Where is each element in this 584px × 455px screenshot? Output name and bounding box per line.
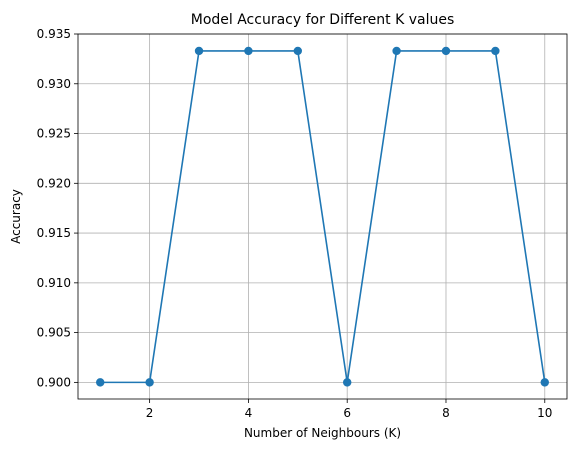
data-point <box>145 378 154 387</box>
y-axis-label: Accuracy <box>9 189 23 244</box>
chart-title: Model Accuracy for Different K values <box>191 12 455 28</box>
data-point <box>293 46 303 56</box>
x-tick-label: 4 <box>245 406 253 420</box>
data-point <box>491 46 500 56</box>
axes-frame <box>77 33 568 400</box>
y-tick-label: 0.900 <box>37 375 71 389</box>
series-line <box>100 50 546 384</box>
y-tick-label: 0.925 <box>37 127 71 141</box>
y-tick-label: 0.915 <box>37 226 71 240</box>
y-tick-label: 0.905 <box>37 326 71 340</box>
data-point <box>96 378 105 387</box>
x-tick-label: 8 <box>442 406 450 420</box>
data-point <box>392 46 401 56</box>
x-tick-label: 2 <box>146 406 154 420</box>
x-tick-label: 6 <box>343 406 351 420</box>
data-point <box>244 46 253 56</box>
x-ticks: 2 4 6 8 10 <box>146 399 552 420</box>
data-point <box>194 46 204 56</box>
x-axis-label: Number of Neighbours (K) <box>244 426 401 440</box>
data-point <box>441 46 451 56</box>
data-point <box>540 378 549 387</box>
y-ticks: 0.900 0.905 0.910 0.915 0.920 0.925 0.930 0.935 <box>37 27 78 389</box>
data-point <box>342 378 352 387</box>
y-tick-label: 0.910 <box>37 276 71 290</box>
series-layer <box>96 46 549 387</box>
y-tick-label: 0.920 <box>37 176 71 190</box>
y-tick-label: 0.930 <box>37 77 71 91</box>
y-tick-label: 0.935 <box>37 27 71 41</box>
x-tick-label: 10 <box>537 406 552 420</box>
